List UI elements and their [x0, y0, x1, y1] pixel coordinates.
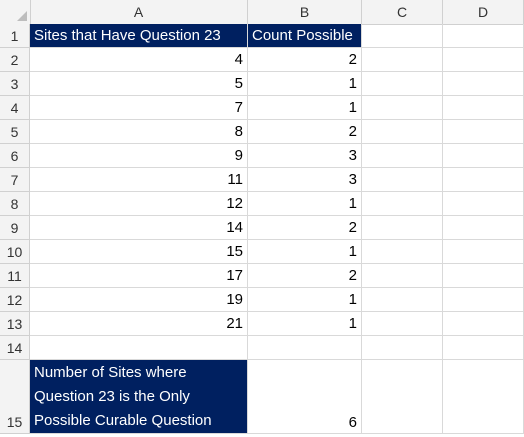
column-header-c[interactable]: C — [362, 0, 443, 24]
row-header-5[interactable]: 5 — [0, 120, 30, 144]
cell-a3[interactable]: 5 — [30, 72, 248, 96]
select-all-corner[interactable] — [0, 0, 31, 24]
cell-b13[interactable]: 1 — [248, 312, 362, 336]
header-cell-count[interactable]: Count Possible — [248, 24, 362, 48]
row-header-11[interactable]: 11 — [0, 264, 30, 288]
cell-b5[interactable]: 2 — [248, 120, 362, 144]
row-header-4[interactable]: 4 — [0, 96, 30, 120]
cell-a2[interactable]: 4 — [30, 48, 248, 72]
header-cell-sites[interactable]: Sites that Have Question 23 — [30, 24, 248, 48]
cell-d4[interactable] — [443, 96, 524, 120]
row-header-9[interactable]: 9 — [0, 216, 30, 240]
cell-a5[interactable]: 8 — [30, 120, 248, 144]
row-header-2[interactable]: 2 — [0, 48, 30, 72]
cell-a11[interactable]: 17 — [30, 264, 248, 288]
cell-d1[interactable] — [443, 24, 524, 48]
cell-a13[interactable]: 21 — [30, 312, 248, 336]
cell-c12[interactable] — [362, 288, 443, 312]
row-header-10[interactable]: 10 — [0, 240, 30, 264]
cell-d15[interactable] — [443, 360, 524, 434]
column-header-b[interactable]: B — [248, 0, 362, 24]
cell-c10[interactable] — [362, 240, 443, 264]
cell-b11[interactable]: 2 — [248, 264, 362, 288]
cell-b8[interactable]: 1 — [248, 192, 362, 216]
cell-d6[interactable] — [443, 144, 524, 168]
cell-a4[interactable]: 7 — [30, 96, 248, 120]
row-header-14[interactable]: 14 — [0, 336, 30, 360]
row-header-3[interactable]: 3 — [0, 72, 30, 96]
cell-d9[interactable] — [443, 216, 524, 240]
summary-label-cell[interactable]: Number of Sites where Question 23 is the… — [30, 360, 248, 434]
row-header-8[interactable]: 8 — [0, 192, 30, 216]
summary-value-cell[interactable]: 6 — [248, 360, 362, 434]
cell-b6[interactable]: 3 — [248, 144, 362, 168]
cell-a10[interactable]: 15 — [30, 240, 248, 264]
row-header-7[interactable]: 7 — [0, 168, 30, 192]
cell-c15[interactable] — [362, 360, 443, 434]
cell-b9[interactable]: 2 — [248, 216, 362, 240]
cell-a14[interactable] — [30, 336, 248, 360]
cell-a9[interactable]: 14 — [30, 216, 248, 240]
cell-b14[interactable] — [248, 336, 362, 360]
cell-c7[interactable] — [362, 168, 443, 192]
row-header-1[interactable]: 1 — [0, 24, 30, 48]
cell-c9[interactable] — [362, 216, 443, 240]
cell-b4[interactable]: 1 — [248, 96, 362, 120]
row-header-13[interactable]: 13 — [0, 312, 30, 336]
cell-c2[interactable] — [362, 48, 443, 72]
cell-a8[interactable]: 12 — [30, 192, 248, 216]
row-header-12[interactable]: 12 — [0, 288, 30, 312]
select-all-icon — [17, 11, 27, 21]
cell-d12[interactable] — [443, 288, 524, 312]
cell-b7[interactable]: 3 — [248, 168, 362, 192]
cell-c13[interactable] — [362, 312, 443, 336]
cell-d7[interactable] — [443, 168, 524, 192]
cell-d3[interactable] — [443, 72, 524, 96]
cell-a7[interactable]: 11 — [30, 168, 248, 192]
cell-d2[interactable] — [443, 48, 524, 72]
row-header-15[interactable]: 15 — [0, 360, 30, 434]
column-header-a[interactable]: A — [30, 0, 248, 24]
cell-c5[interactable] — [362, 120, 443, 144]
cell-c4[interactable] — [362, 96, 443, 120]
cell-b12[interactable]: 1 — [248, 288, 362, 312]
cell-b2[interactable]: 2 — [248, 48, 362, 72]
row-header-6[interactable]: 6 — [0, 144, 30, 168]
cell-c1[interactable] — [362, 24, 443, 48]
cell-d13[interactable] — [443, 312, 524, 336]
cell-c3[interactable] — [362, 72, 443, 96]
cell-a12[interactable]: 19 — [30, 288, 248, 312]
cell-c8[interactable] — [362, 192, 443, 216]
cell-c14[interactable] — [362, 336, 443, 360]
column-header-d[interactable]: D — [443, 0, 524, 24]
cell-b3[interactable]: 1 — [248, 72, 362, 96]
cell-d5[interactable] — [443, 120, 524, 144]
cell-b10[interactable]: 1 — [248, 240, 362, 264]
cell-a6[interactable]: 9 — [30, 144, 248, 168]
cell-c11[interactable] — [362, 264, 443, 288]
cell-d8[interactable] — [443, 192, 524, 216]
cell-d10[interactable] — [443, 240, 524, 264]
cell-d11[interactable] — [443, 264, 524, 288]
cell-d14[interactable] — [443, 336, 524, 360]
cell-c6[interactable] — [362, 144, 443, 168]
